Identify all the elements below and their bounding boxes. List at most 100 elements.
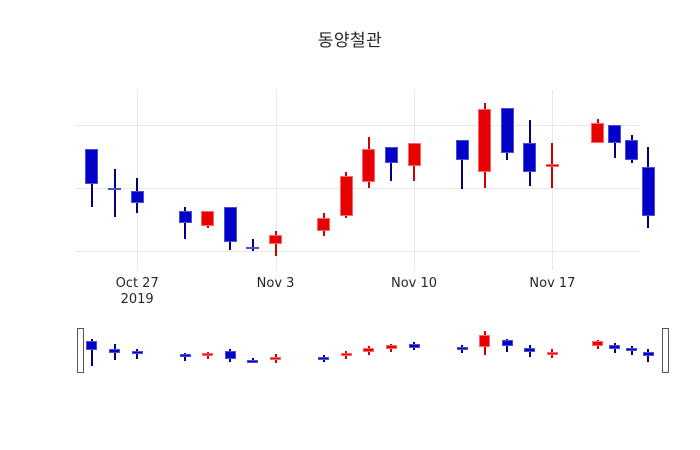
- candlestick: [384, 90, 398, 270]
- candlestick: [407, 90, 421, 270]
- candlestick: [339, 90, 353, 270]
- candle-body: [385, 345, 397, 349]
- candle-body: [456, 347, 468, 350]
- candle-body: [592, 341, 604, 346]
- candle-body: [86, 341, 98, 350]
- lower-panel-candlestick: [340, 325, 352, 375]
- candlestick: [223, 90, 237, 270]
- lower-panel-candlestick: [546, 325, 558, 375]
- candlestick: [608, 90, 622, 270]
- candlestick: [85, 90, 99, 270]
- candle-body: [108, 188, 122, 191]
- candle-body: [130, 190, 144, 204]
- candle-body: [501, 340, 513, 346]
- x-axis-tick-label: Oct 27 2019: [115, 276, 159, 307]
- candle-wick: [390, 146, 393, 181]
- candle-body: [362, 149, 376, 182]
- candle-body: [318, 357, 330, 360]
- candle-body: [524, 347, 536, 352]
- candle-body: [77, 327, 85, 373]
- candle-body: [178, 210, 192, 224]
- candle-wick: [113, 169, 116, 218]
- candle-body: [224, 351, 236, 359]
- candlestick: [545, 90, 559, 270]
- candle-body: [223, 207, 237, 243]
- candle-body: [407, 142, 421, 166]
- candle-wick: [274, 230, 277, 257]
- lower-panel-candlestick: [501, 325, 513, 375]
- candle-body: [201, 210, 215, 226]
- candle-body: [455, 140, 469, 161]
- lower-panel-candlestick: [363, 325, 375, 375]
- lower-indicator-panel: [75, 325, 669, 375]
- candlestick: [362, 90, 376, 270]
- candle-body: [384, 146, 398, 163]
- lower-panel-candlestick: [86, 325, 98, 375]
- candle-body: [641, 166, 655, 216]
- gridline-horizontal: [75, 125, 640, 127]
- candlestick: [130, 90, 144, 270]
- candle-wick: [90, 339, 93, 366]
- candle-body: [85, 149, 99, 185]
- candle-body: [202, 353, 214, 356]
- candle-body: [546, 352, 558, 355]
- candle-body: [339, 175, 353, 216]
- candlestick: [641, 90, 655, 270]
- candlestick: [178, 90, 192, 270]
- candle-wick: [251, 238, 254, 252]
- chart-title: 동양철관: [317, 31, 383, 51]
- lower-panel-candlestick: [609, 325, 621, 375]
- candle-body: [179, 354, 191, 357]
- candle-body: [591, 122, 605, 143]
- candle-body: [109, 349, 121, 353]
- candle-body: [270, 356, 282, 360]
- candle-body: [317, 218, 331, 231]
- candle-body: [626, 348, 638, 351]
- x-axis-tick-label: Nov 3: [256, 276, 295, 291]
- lower-panel-candlestick: [202, 325, 214, 375]
- candlestick: [625, 90, 639, 270]
- lower-panel-candlestick: [626, 325, 638, 375]
- lower-panel-marker: [660, 325, 671, 375]
- lower-panel-candlestick: [179, 325, 191, 375]
- lower-panel-candlestick: [131, 325, 143, 375]
- candle-body: [500, 107, 514, 153]
- lower-panel-candlestick: [524, 325, 536, 375]
- candle-wick: [461, 140, 464, 190]
- lower-panel-candlestick: [456, 325, 468, 375]
- lower-panel-candlestick: [224, 325, 236, 375]
- candlestick: [246, 90, 260, 270]
- lower-panel-candlestick: [642, 325, 654, 375]
- lower-panel-candlestick: [592, 325, 604, 375]
- candlestick: [478, 90, 492, 270]
- lower-panel-marker: [75, 325, 86, 375]
- candlestick: [500, 90, 514, 270]
- x-axis-tick-label: Nov 17: [529, 276, 576, 291]
- gridline-vertical: [275, 90, 277, 270]
- x-axis-tick-label: Nov 10: [390, 276, 438, 291]
- candle-body: [478, 108, 492, 172]
- candle-body: [131, 351, 143, 354]
- lower-panel-candlestick: [247, 325, 259, 375]
- candle-body: [661, 327, 669, 373]
- candlestick: [108, 90, 122, 270]
- candlestick: [523, 90, 537, 270]
- lower-panel-candlestick: [408, 325, 420, 375]
- lower-panel-candlestick: [109, 325, 121, 375]
- lower-panel-candlestick: [318, 325, 330, 375]
- candle-body: [608, 125, 622, 143]
- candle-body: [408, 343, 420, 348]
- candle-body: [247, 359, 259, 363]
- lower-panel-candlestick: [385, 325, 397, 375]
- candlestick: [591, 90, 605, 270]
- lower-panel-candlestick: [479, 325, 491, 375]
- candlestick: [201, 90, 215, 270]
- candlestick: [455, 90, 469, 270]
- candle-body: [479, 335, 491, 347]
- candle-body: [625, 140, 639, 161]
- candle-body: [545, 164, 559, 167]
- candle-body: [269, 234, 283, 244]
- candlestick: [269, 90, 283, 270]
